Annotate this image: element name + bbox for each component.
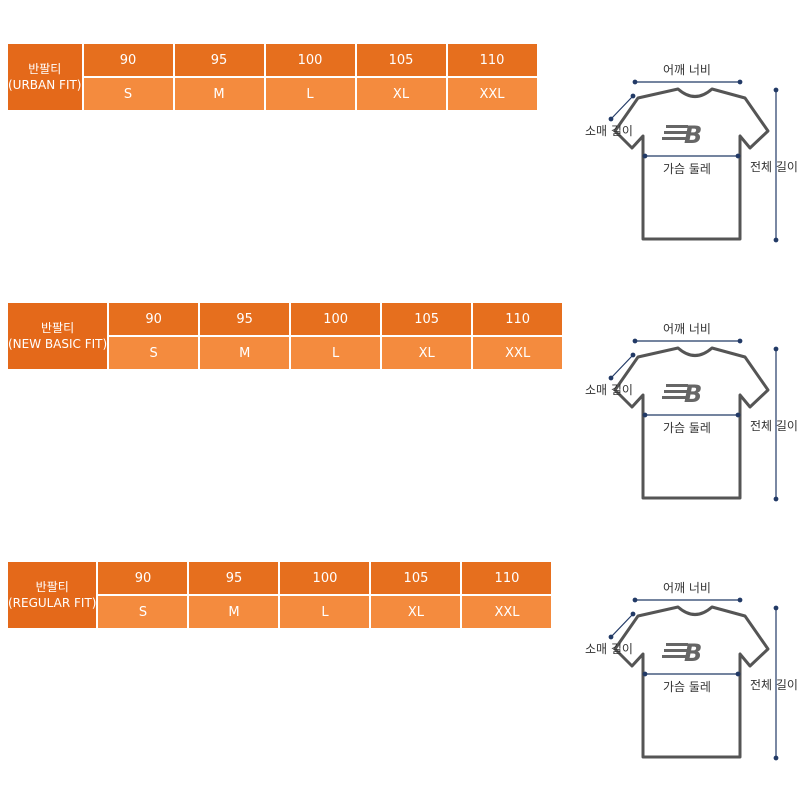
size-letter: M <box>200 337 290 369</box>
total-length-label: 전체 길이 <box>750 678 798 692</box>
size-number: 95 <box>189 562 279 594</box>
chest-label: 가슴 둘레 <box>663 680 711 694</box>
size-letter: S <box>83 78 173 110</box>
tshirt-icon: B <box>608 338 779 502</box>
sleeve-length-label: 소매 길이 <box>585 383 633 397</box>
size-letter: XXL <box>447 78 537 110</box>
size-table: 반팔티 (NEW BASIC FIT) 90 95 100 105 110 S M… <box>6 301 564 371</box>
size-number: 95 <box>200 303 290 335</box>
size-letter: XL <box>382 337 472 369</box>
size-letter: XXL <box>462 596 552 628</box>
size-letter: M <box>189 596 279 628</box>
product-header: 반팔티 (NEW BASIC FIT) <box>8 303 108 369</box>
size-chart-section: 반팔티 (URBAN FIT) 90 95 100 105 110 S M L X… <box>0 42 800 272</box>
size-letter: M <box>174 78 264 110</box>
shoulder-width-label: 어깨 너비 <box>663 63 711 77</box>
shoulder-width-label: 어깨 너비 <box>663 581 711 595</box>
fit-name: (REGULAR FIT) <box>8 596 97 610</box>
svg-text:B: B <box>684 121 702 149</box>
size-letter: XXL <box>473 337 563 369</box>
size-table: 반팔티 (REGULAR FIT) 90 95 100 105 110 S M L… <box>6 560 553 630</box>
size-number: 110 <box>462 562 552 594</box>
tshirt-icon: B <box>608 79 779 243</box>
size-number: 100 <box>280 562 370 594</box>
tshirt-icon: B <box>608 597 779 761</box>
chest-label: 가슴 둘레 <box>663 421 711 435</box>
product-title: 반팔티 <box>35 580 69 594</box>
size-number: 100 <box>291 303 381 335</box>
size-number: 105 <box>356 44 446 76</box>
product-title: 반팔티 <box>41 321 75 335</box>
size-letter: S <box>98 596 188 628</box>
size-number: 90 <box>109 303 199 335</box>
size-number: 110 <box>473 303 563 335</box>
tshirt-diagram: B 어깨 너비 소매 길이 가슴 둘레 전체 길이 <box>580 574 800 784</box>
size-number: 95 <box>174 44 264 76</box>
size-number: 105 <box>371 562 461 594</box>
fit-name: (NEW BASIC FIT) <box>8 337 108 351</box>
size-letter: L <box>291 337 381 369</box>
size-number: 90 <box>98 562 188 594</box>
product-title: 반팔티 <box>28 62 62 76</box>
size-number: 100 <box>265 44 355 76</box>
product-header: 반팔티 (REGULAR FIT) <box>8 562 97 628</box>
size-letter: L <box>280 596 370 628</box>
svg-text:B: B <box>684 639 702 667</box>
tshirt-diagram: B 어깨 너비 소매 길이 가슴 둘레 전체 길이 <box>580 315 800 525</box>
tshirt-diagram: B 어깨 너비 소매 길이 가슴 둘레 전체 길이 <box>580 56 800 266</box>
size-letter: S <box>109 337 199 369</box>
size-letter: XL <box>371 596 461 628</box>
size-table: 반팔티 (URBAN FIT) 90 95 100 105 110 S M L X… <box>6 42 539 112</box>
brand-logo: B <box>662 121 702 149</box>
fit-name: (URBAN FIT) <box>8 78 82 92</box>
size-chart-section: 반팔티 (REGULAR FIT) 90 95 100 105 110 S M L… <box>0 560 800 790</box>
size-number: 105 <box>382 303 472 335</box>
size-number: 90 <box>83 44 173 76</box>
total-length-label: 전체 길이 <box>750 419 798 433</box>
sleeve-length-label: 소매 길이 <box>585 642 633 656</box>
sleeve-length-label: 소매 길이 <box>585 124 633 138</box>
shoulder-width-label: 어깨 너비 <box>663 322 711 336</box>
total-length-label: 전체 길이 <box>750 160 798 174</box>
brand-logo: B <box>662 380 702 408</box>
size-number: 110 <box>447 44 537 76</box>
svg-text:B: B <box>684 380 702 408</box>
size-letter: XL <box>356 78 446 110</box>
product-header: 반팔티 (URBAN FIT) <box>8 44 82 110</box>
chest-label: 가슴 둘레 <box>663 162 711 176</box>
size-letter: L <box>265 78 355 110</box>
brand-logo: B <box>662 639 702 667</box>
size-chart-section: 반팔티 (NEW BASIC FIT) 90 95 100 105 110 S M… <box>0 301 800 531</box>
